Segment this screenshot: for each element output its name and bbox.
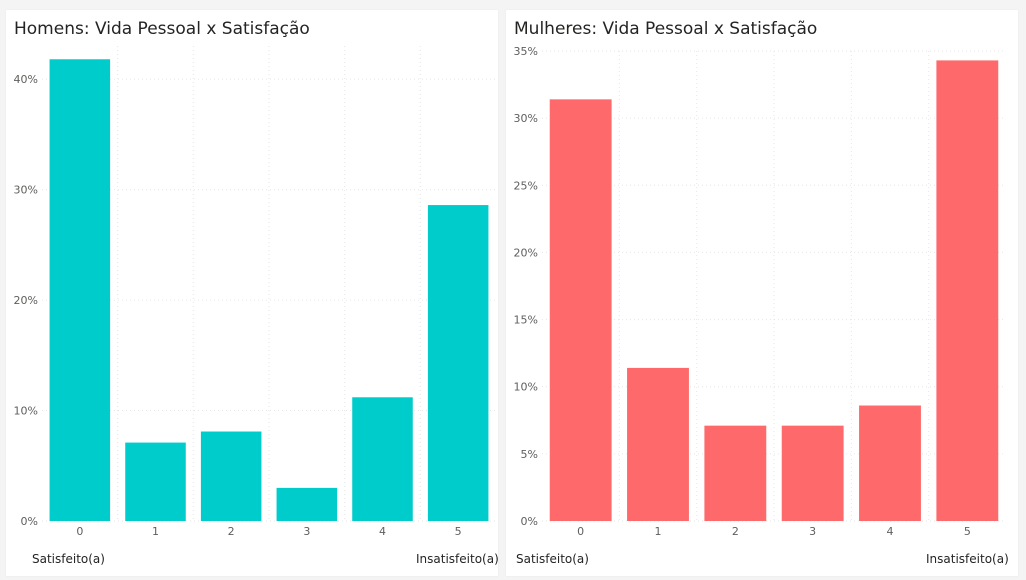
x-tick-label: 5: [964, 525, 971, 538]
x-tick-label: 3: [809, 525, 816, 538]
y-tick-label: 5%: [521, 448, 538, 461]
y-tick-label: 10%: [14, 405, 38, 418]
x-tick-label: 4: [887, 525, 894, 538]
y-tick-label: 0%: [21, 515, 38, 528]
bar-4[interactable]: [859, 405, 921, 521]
y-tick-label: 20%: [14, 294, 38, 307]
bar-1[interactable]: [125, 442, 186, 521]
y-tick-label: 25%: [514, 179, 538, 192]
x-tick-label: 4: [379, 525, 386, 538]
bar-4[interactable]: [352, 397, 413, 521]
women-chart-title: Mulheres: Vida Pessoal x Satisfação: [514, 19, 818, 39]
bar-5[interactable]: [936, 60, 999, 522]
y-tick-label: 30%: [514, 112, 538, 125]
bar-2[interactable]: [704, 425, 767, 521]
x-tick-label: 2: [228, 525, 235, 538]
bar-0[interactable]: [49, 59, 111, 522]
x-tick-label: 3: [303, 525, 310, 538]
bar-5[interactable]: [427, 205, 489, 521]
women-unsatisfied-note: Insatisfeito(a): [926, 552, 1009, 566]
women-chart-panel[interactable]: Mulheres: Vida Pessoal x Satisfação 0% 5%…: [506, 10, 1018, 576]
y-tick-label: 10%: [514, 381, 538, 394]
x-tick-label: 1: [655, 525, 662, 538]
men-unsatisfied-note: Insatisfeito(a): [416, 552, 499, 566]
x-tick-label: 2: [732, 525, 739, 538]
men-chart-title: Homens: Vida Pessoal x Satisfação: [14, 19, 310, 39]
x-tick-label: 0: [577, 525, 584, 538]
y-tick-label: 20%: [514, 246, 538, 259]
y-tick-label: 0%: [521, 515, 538, 528]
y-tick-label: 15%: [514, 314, 538, 327]
men-satisfied-note: Satisfeito(a): [32, 552, 105, 566]
bar-2[interactable]: [200, 431, 262, 521]
bar-1[interactable]: [627, 367, 689, 521]
x-tick-label: 0: [76, 525, 83, 538]
y-tick-label: 35%: [514, 45, 538, 58]
bar-0[interactable]: [549, 99, 612, 521]
x-tick-label: 5: [455, 525, 462, 538]
women-bar-chart: 0% 5% 10% 15% 20% 25% 30% 35% 0 1 2 3 4 5: [514, 45, 1006, 538]
women-satisfied-note: Satisfeito(a): [516, 552, 589, 566]
y-tick-label: 40%: [14, 73, 38, 86]
men-chart-panel[interactable]: Homens: Vida Pessoal x Satisfação 0% 10% 2…: [6, 10, 499, 576]
y-tick-label: 30%: [14, 184, 38, 197]
bar-3[interactable]: [781, 425, 844, 521]
bar-3[interactable]: [276, 487, 338, 521]
men-bar-chart: 0% 10% 20% 30% 40% 0 1 2 3 4 5: [14, 46, 496, 538]
x-tick-label: 1: [152, 525, 159, 538]
